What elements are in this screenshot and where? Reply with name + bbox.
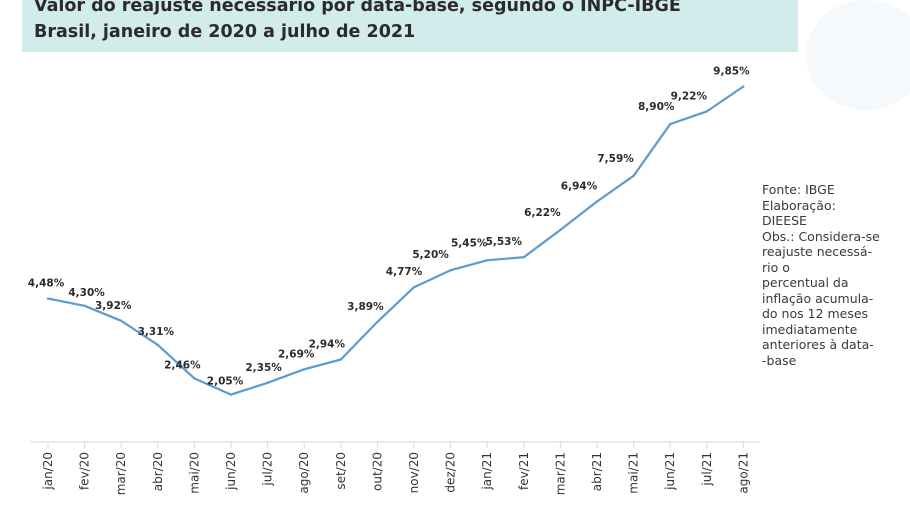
- data-label: 3,89%: [347, 301, 384, 313]
- data-label: 9,22%: [671, 90, 708, 102]
- data-point: [522, 255, 525, 259]
- note-line: -base: [762, 352, 797, 368]
- source-note: Fonte: IBGE Elaboração: DIEESE Obs.: Con…: [762, 182, 902, 368]
- data-point: [266, 381, 269, 384]
- x-tick-label: ago/21: [736, 452, 750, 494]
- x-tick-label: set/20: [334, 452, 348, 490]
- data-label: 5,53%: [486, 236, 523, 248]
- x-tick-label: jul/20: [261, 452, 275, 487]
- note-line: anteriores à data-: [762, 337, 874, 352]
- x-tick-label: ago/20: [297, 452, 311, 494]
- data-label: 3,31%: [138, 326, 175, 338]
- data-point: [303, 368, 306, 371]
- data-label: 4,48%: [28, 278, 65, 290]
- data-label: 9,85%: [713, 66, 750, 78]
- note-line: reajuste necessá-: [762, 244, 873, 259]
- note-line: rio o: [762, 259, 790, 275]
- data-label: 2,69%: [278, 348, 315, 360]
- data-point: [669, 122, 672, 126]
- x-tick-label: dez/20: [444, 452, 458, 493]
- data-point: [120, 319, 123, 322]
- data-label: 2,05%: [207, 376, 244, 388]
- decorative-circle: [806, 0, 910, 110]
- data-label: 2,46%: [164, 359, 201, 371]
- note-line: DIEESE: [762, 213, 807, 228]
- data-label: 2,35%: [245, 362, 282, 374]
- x-tick-label: jan/20: [41, 452, 55, 491]
- chart-title: Valor do reajuste necessário por data-ba…: [34, 0, 681, 16]
- x-tick-label: fev/21: [517, 452, 531, 490]
- x-tick-label: jan/21: [480, 452, 494, 491]
- x-tick-label: mai/21: [627, 452, 641, 494]
- data-point: [229, 393, 233, 396]
- data-point: [339, 358, 342, 361]
- data-point: [412, 285, 416, 289]
- x-tick-label: fev/20: [78, 452, 92, 490]
- note-line: Fonte: IBGE: [762, 182, 835, 197]
- note-line: imediatamente: [762, 321, 858, 337]
- data-point: [632, 174, 635, 177]
- data-label: 6,22%: [524, 207, 561, 219]
- x-tick-label: jul/21: [700, 452, 714, 487]
- data-label: 4,77%: [386, 266, 423, 278]
- note-line: Obs.: Considera-se: [762, 228, 880, 244]
- data-point: [449, 269, 452, 272]
- x-tick-label: mar/21: [553, 452, 567, 495]
- x-tick-label: abr/21: [590, 452, 604, 491]
- data-label: 2,94%: [309, 338, 346, 350]
- data-label: 8,90%: [638, 101, 675, 113]
- x-tick-label: nov/20: [407, 452, 421, 493]
- note-line: do nos 12 meses: [762, 306, 869, 321]
- x-tick-label: mai/20: [187, 452, 201, 494]
- data-label: 4,30%: [68, 287, 105, 299]
- data-point: [742, 85, 745, 88]
- note-line: percentual da: [762, 275, 849, 290]
- series-line: [47, 85, 745, 396]
- data-point: [156, 343, 159, 347]
- data-label: 7,59%: [597, 153, 634, 165]
- data-point: [46, 297, 50, 300]
- data-label: 3,92%: [95, 300, 132, 312]
- data-point: [83, 304, 86, 307]
- note-line: inflação acumula-: [762, 290, 874, 306]
- data-label: 5,20%: [412, 249, 449, 261]
- x-tick-label: out/20: [370, 452, 384, 491]
- data-point: [193, 377, 196, 380]
- chart-subtitle: Brasil, janeiro de 2020 a julho de 2021: [34, 22, 416, 42]
- x-tick-label: mar/20: [114, 452, 128, 495]
- x-tick-label: abr/20: [151, 452, 165, 491]
- x-tick-label: jun/20: [224, 452, 238, 491]
- data-point: [376, 320, 379, 324]
- data-point: [705, 110, 708, 113]
- data-point: [595, 200, 599, 203]
- data-label: 5,45%: [451, 237, 488, 249]
- chart-title-box: Valor do reajuste necessário por data-ba…: [22, 0, 798, 52]
- data-point: [559, 228, 562, 232]
- data-label: 6,94%: [561, 180, 598, 192]
- note-line: Elaboração:: [762, 197, 836, 213]
- data-point: [486, 259, 489, 262]
- x-tick-label: jun/21: [663, 452, 677, 491]
